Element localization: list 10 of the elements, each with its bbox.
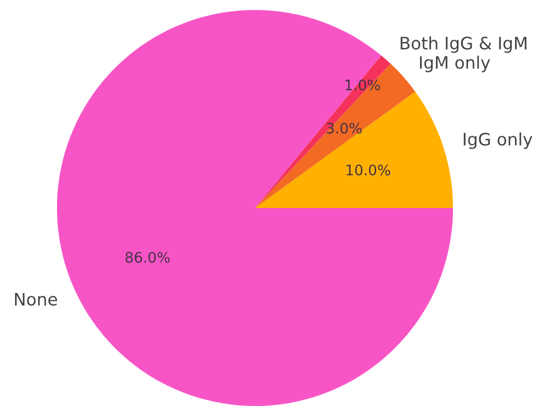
pie-slice [255,92,453,208]
pie-slice [255,64,416,208]
slice-label: IgM only [420,56,490,72]
pie-slice [255,55,391,208]
data-label: 3.0% [326,122,362,134]
data-label: 86.0% [126,252,170,263]
slice-label: None [15,292,58,306]
slice-label: IgG only [464,132,532,149]
data-label: 10.0% [346,164,390,176]
slice-label: Both IgG & IgM [400,36,526,53]
